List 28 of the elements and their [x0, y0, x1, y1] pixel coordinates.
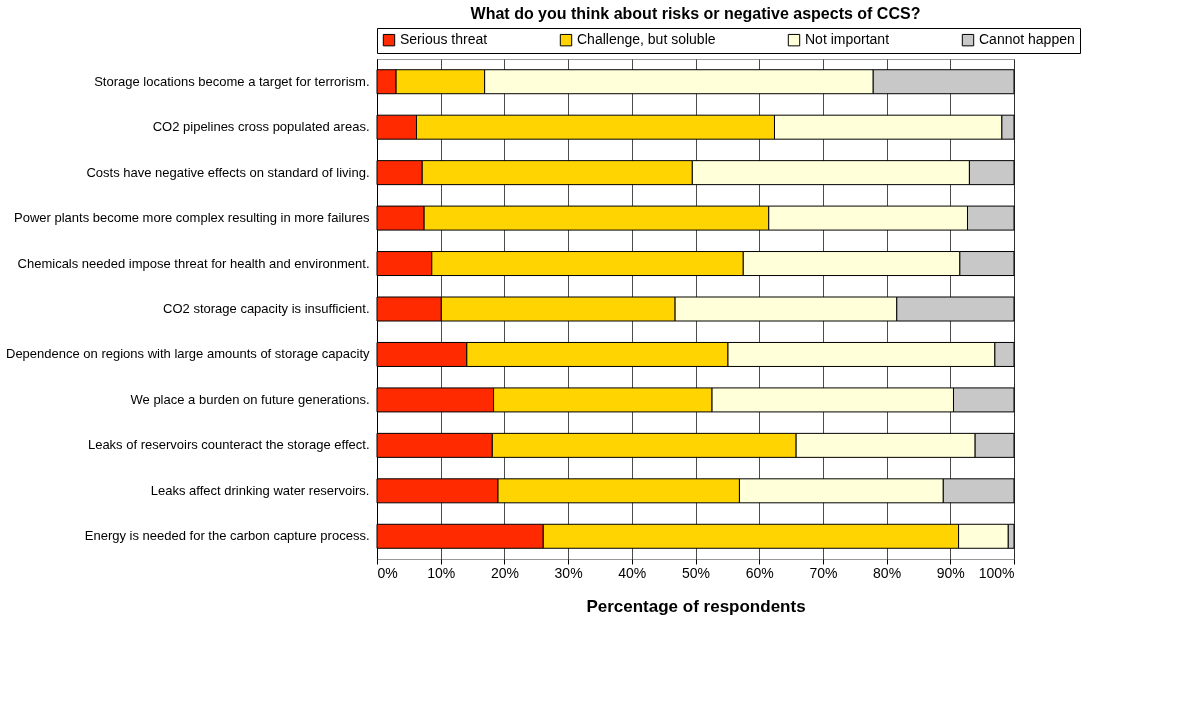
x-axis-title: Percentage of respondents [586, 596, 806, 616]
legend-label: Challenge, but soluble [577, 31, 716, 48]
legend-label: Cannot happen [979, 31, 1075, 48]
y-tick-label: We place a burden on future generations. [130, 391, 370, 407]
y-tick-label: Leaks of reservoirs counteract the storage effect. [87, 437, 370, 453]
y-tick-label: CO2 storage capacity is insufficient. [163, 301, 370, 316]
legend-label: Not important [805, 31, 890, 48]
x-tick-label: 40% [618, 564, 647, 581]
y-tick-label: Dependence on regions with large amounts of storage capacity [6, 346, 370, 362]
y-tick-label: CO2 pipelines cross populated areas. [152, 119, 370, 135]
y-tick-label: Chemicals needed impose threat for health and environment. [17, 255, 370, 271]
x-tick-label: 20% [490, 564, 519, 581]
legend-label: Serious threat [400, 31, 488, 48]
x-tick-label: 60% [745, 564, 774, 581]
x-tick-label: 0% [377, 564, 398, 581]
x-tick-label: 30% [554, 564, 583, 581]
y-tick-label: Energy is needed for the carbon capture process. [84, 528, 370, 544]
x-tick-label: 100% [978, 564, 1015, 581]
y-tick-label: Storage locations become a target for terrorism. [94, 73, 370, 89]
x-tick-label: 10% [427, 564, 456, 581]
y-tick-label: Power plants become more complex resulting in more failures [14, 210, 370, 226]
y-tick-label: Leaks affect drinking water reservoirs. [150, 482, 370, 498]
x-tick-label: 70% [809, 564, 838, 581]
y-tick-label: Costs have negative effects on standard of living. [86, 164, 370, 180]
x-tick-label: 50% [681, 564, 711, 581]
x-tick-label: 80% [873, 564, 902, 581]
x-tick-label: 90% [936, 564, 965, 581]
chart-title: What do you think about risks or negative aspects of CCS? [470, 4, 921, 22]
